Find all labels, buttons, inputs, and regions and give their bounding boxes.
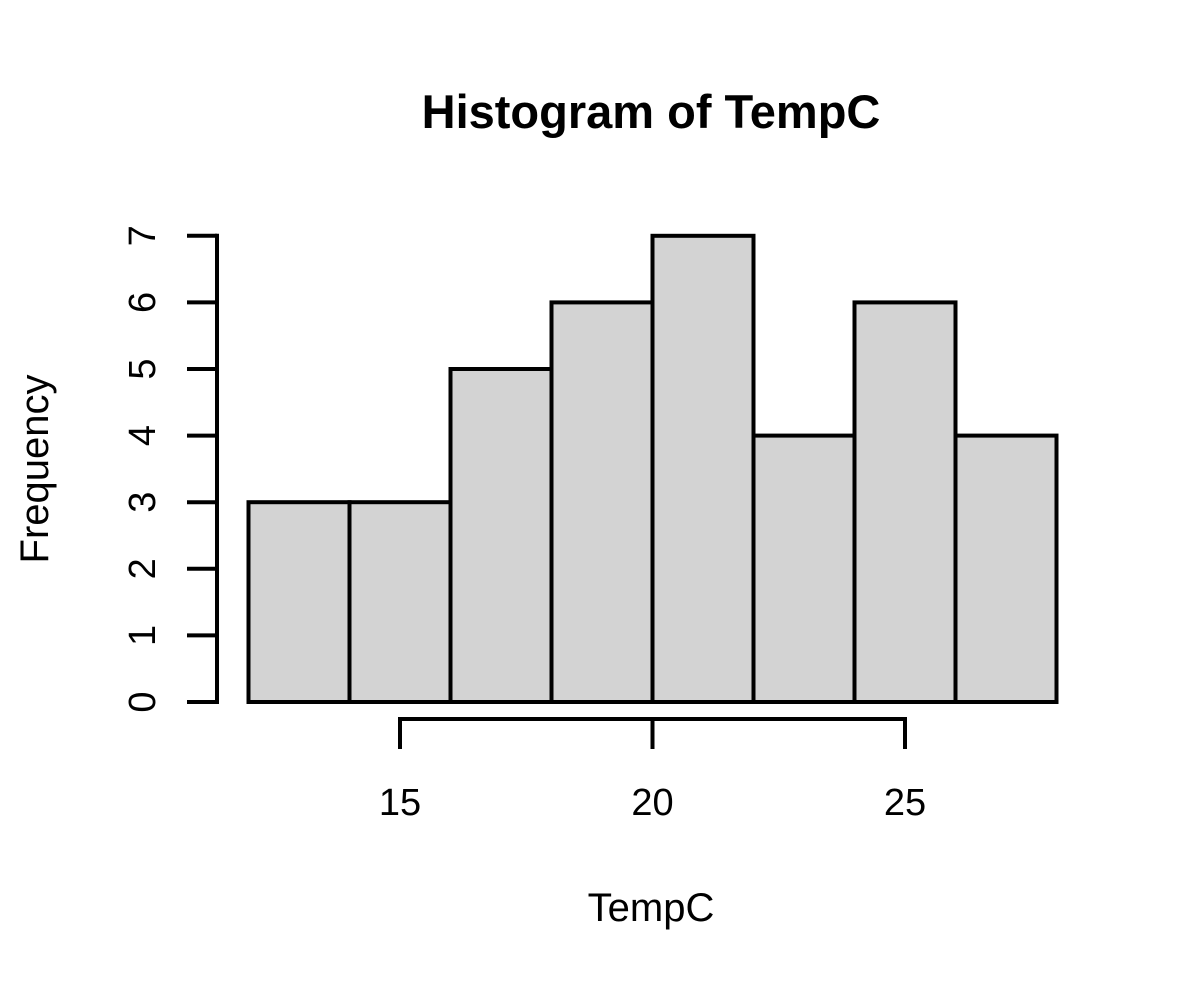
x-tick-label: 20 <box>631 782 673 824</box>
y-tick-label: 2 <box>122 558 164 579</box>
x-tick-label: 25 <box>884 782 926 824</box>
y-tick-label: 6 <box>122 292 164 313</box>
y-tick-label: 3 <box>122 492 164 513</box>
histogram-bars <box>246 233 1059 705</box>
x-axis: 15 20 25 <box>379 717 926 824</box>
y-tick-label: 5 <box>122 358 164 379</box>
histogram-bar <box>347 500 453 705</box>
histogram-bar <box>751 433 857 704</box>
histogram-bar <box>246 500 352 705</box>
y-tick-label: 1 <box>122 625 164 646</box>
y-axis: 0 1 2 3 4 5 6 7 <box>122 225 219 713</box>
chart-title: Histogram of TempC <box>422 85 881 138</box>
y-tick-label: 7 <box>122 225 164 246</box>
histogram-bar <box>953 433 1059 704</box>
histogram-bar <box>549 300 655 704</box>
y-axis-label: Frequency <box>13 375 57 564</box>
y-tick-label: 4 <box>122 425 164 446</box>
x-tick-label: 15 <box>379 782 421 824</box>
histogram-bar <box>448 367 554 704</box>
x-axis-label: TempC <box>588 886 715 930</box>
histogram-bar <box>650 233 756 705</box>
histogram-bar <box>852 300 958 704</box>
y-tick-label: 0 <box>122 691 164 712</box>
